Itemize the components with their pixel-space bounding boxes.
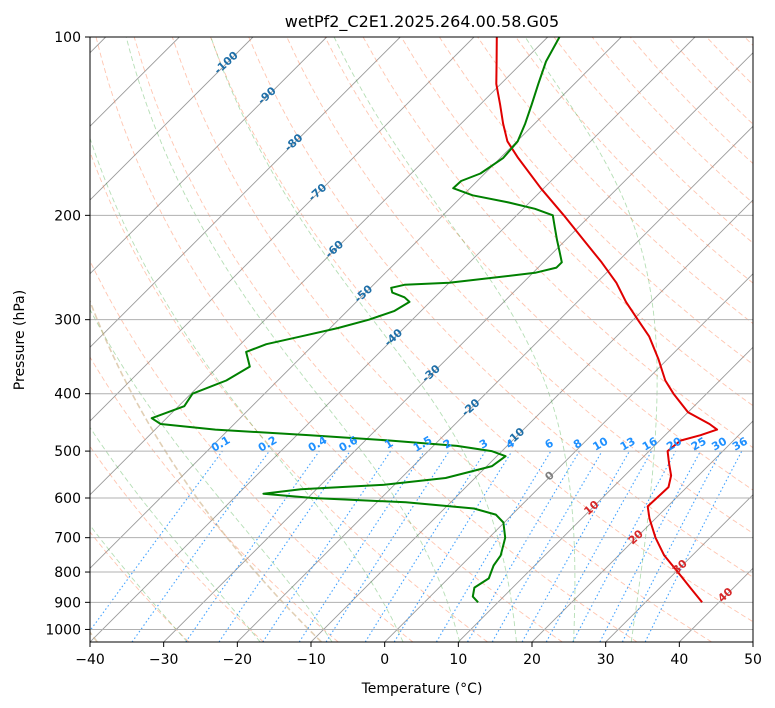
mixing-ratio-line xyxy=(185,450,320,642)
isotherm-line xyxy=(605,494,753,642)
isotherm-line xyxy=(236,125,753,642)
x-axis-title: Temperature (°C) xyxy=(361,681,483,697)
x-tick-label: 50 xyxy=(744,652,762,668)
x-tick-label: −30 xyxy=(149,652,179,668)
x-tick-label: −40 xyxy=(75,652,105,668)
dry-adiabat-line xyxy=(400,37,753,407)
y-tick-label: 500 xyxy=(54,444,81,460)
dry-adiabat-line xyxy=(171,37,712,642)
dry-adiabat-line xyxy=(95,37,563,642)
dry-adiabat-line xyxy=(248,37,753,578)
mixing-ratio-line xyxy=(521,450,630,642)
isotherm-line xyxy=(457,346,753,642)
x-tick-label: 20 xyxy=(523,652,541,668)
dewpoint-line xyxy=(150,37,563,603)
dry-adiabat-line xyxy=(90,150,488,642)
mixing-ratio-line xyxy=(393,450,513,642)
dry-adiabat-line xyxy=(324,37,753,491)
plot-frame xyxy=(89,36,754,643)
y-tick-label: 100 xyxy=(54,30,81,46)
y-tick-label: 700 xyxy=(54,531,81,547)
profile-lines xyxy=(150,37,719,603)
mixing-ratio-line xyxy=(644,450,743,642)
moist-adiabat-line xyxy=(90,308,333,642)
y-tick-label: 300 xyxy=(54,313,81,329)
background-lines xyxy=(90,37,753,642)
x-tick-label: −10 xyxy=(296,652,326,668)
isotherm-line xyxy=(90,37,696,642)
y-tick-label: 600 xyxy=(54,491,81,507)
moist-adiabat-line xyxy=(333,37,576,642)
mixing-ratio-line xyxy=(218,450,351,642)
dry-adiabat-line xyxy=(90,356,339,642)
mixing-ratio-line xyxy=(262,450,392,642)
mixing-ratio-line xyxy=(545,450,653,642)
y-tick-label: 200 xyxy=(54,208,81,224)
isotherm-line xyxy=(90,37,328,275)
x-tick-label: 40 xyxy=(670,652,688,668)
y-axis-title: Pressure (hPa) xyxy=(12,290,28,390)
x-tick-label: 0 xyxy=(380,652,389,668)
mixing-ratio-line xyxy=(572,450,677,642)
moist-adiabat-line xyxy=(210,37,517,642)
dry-adiabat-line xyxy=(90,531,190,642)
y-tick-label: 400 xyxy=(54,387,81,403)
dry-adiabat-line xyxy=(515,37,753,284)
axis-ticks: −40 −30 −20 −10 0 10 20 30 40 50 1000 900 800 700 600 5… xyxy=(45,30,762,668)
isotherm-line xyxy=(310,199,753,642)
pressure-gridlines xyxy=(90,37,753,630)
isotherm-line xyxy=(90,37,549,496)
moist-adiabat-line xyxy=(524,37,658,642)
y-tick-label: 900 xyxy=(54,595,81,611)
dry-adiabat-line xyxy=(439,37,753,365)
isotherm-line xyxy=(90,37,475,422)
dry-adiabat-line xyxy=(90,445,264,642)
reference-curve xyxy=(90,299,322,642)
isotherm-line xyxy=(384,273,753,642)
dry-adiabat-line xyxy=(210,37,753,623)
isotherm-line xyxy=(90,37,622,569)
moist-adiabat-line xyxy=(125,37,461,642)
mixing-ratio-line xyxy=(325,450,450,642)
isotherm-line xyxy=(90,37,254,201)
x-tick-label: −20 xyxy=(223,652,253,668)
moist-adiabat-line xyxy=(90,136,404,642)
mixing-ratio-line xyxy=(90,450,223,632)
mixing-ratio-line xyxy=(131,450,270,642)
isotherm-line xyxy=(90,37,401,348)
dry-adiabat-line xyxy=(133,37,638,642)
chart-title: wetPf2_C2E1.2025.264.00.58.G05 xyxy=(285,12,559,32)
mixing-ratio-line xyxy=(298,450,425,642)
temperature-line xyxy=(495,37,719,603)
y-tick-label: 800 xyxy=(54,565,81,581)
isotherm-line xyxy=(531,420,753,642)
x-tick-label: 30 xyxy=(597,652,615,668)
x-tick-label: 10 xyxy=(449,652,467,668)
dry-adiabat-line xyxy=(90,259,414,642)
y-tick-label: 1000 xyxy=(45,622,81,638)
isotherm-line xyxy=(163,52,753,642)
